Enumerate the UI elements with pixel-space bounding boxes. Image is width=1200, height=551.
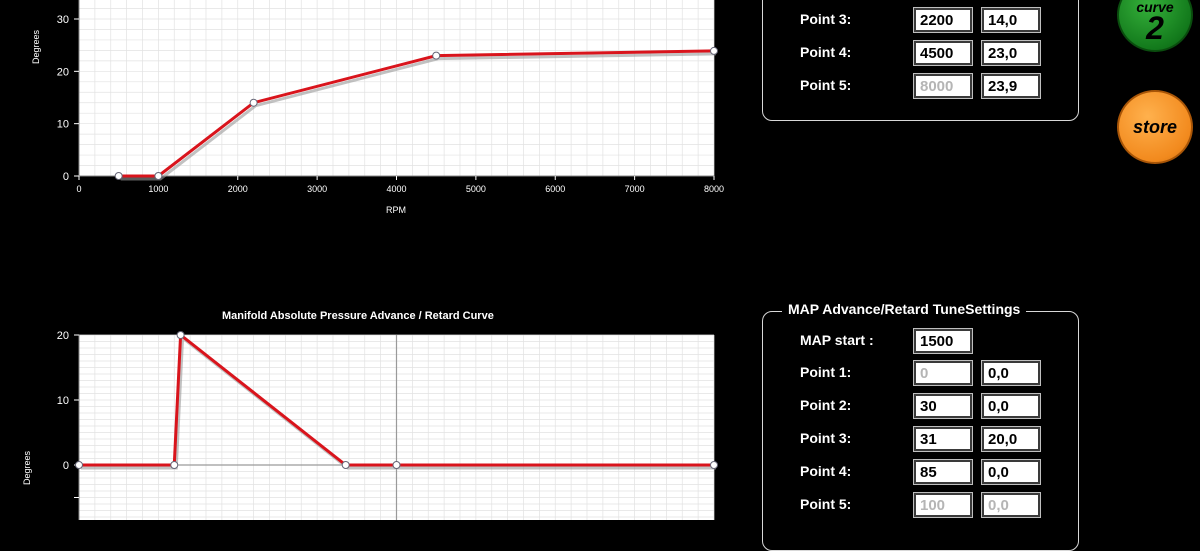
rpm-point-degrees-input[interactable]	[981, 7, 1041, 33]
map-point-degrees-input[interactable]	[981, 459, 1041, 485]
map-advance-chart: 20 10 0 Degrees	[0, 300, 740, 520]
store-button-label: store	[1132, 116, 1177, 137]
rpm-data-point	[710, 46, 718, 55]
map-point-position-input[interactable]	[913, 360, 973, 386]
rpm-x-tick-label: 1000	[148, 184, 168, 194]
map-point-degrees-input[interactable]	[981, 360, 1041, 386]
rpm-data-point	[249, 98, 258, 107]
map-data-point	[176, 331, 185, 339]
rpm-point-label: Point 4:	[800, 44, 852, 60]
map-point-degrees-input[interactable]	[981, 393, 1041, 419]
rpm-data-point	[114, 172, 123, 180]
rpm-point-position-input[interactable]	[913, 7, 973, 33]
map-point-position-input[interactable]	[913, 492, 973, 518]
map-y-axis-label: Degrees	[22, 450, 32, 485]
map-point-position-input[interactable]	[913, 426, 973, 452]
rpm-point-label: Point 3:	[800, 11, 852, 27]
rpm-data-point	[154, 172, 163, 180]
map-point-label: Point 1:	[800, 364, 852, 380]
rpm-x-tick-label: 4000	[386, 184, 406, 194]
map-point-label: Point 3:	[800, 430, 852, 446]
map-start-label: MAP start :	[800, 332, 874, 348]
curve-button-number: 2	[1146, 10, 1164, 46]
store-button[interactable]: store	[1117, 90, 1193, 164]
map-point-label: Point 5:	[800, 496, 852, 512]
map-point-degrees-input[interactable]	[981, 426, 1041, 452]
map-point-position-input[interactable]	[913, 393, 973, 419]
map-point-degrees-input[interactable]	[981, 492, 1041, 518]
rpm-point-degrees-input[interactable]	[981, 40, 1041, 66]
rpm-point-position-input[interactable]	[913, 40, 973, 66]
map-data-point	[710, 461, 718, 469]
rpm-x-axis-label: RPM	[386, 205, 406, 215]
map-data-point	[170, 461, 179, 469]
rpm-x-tick-label: 5000	[466, 184, 486, 194]
rpm-data-point	[432, 51, 441, 60]
map-y-tick-label: 0	[63, 460, 69, 472]
curve-button-label: curve	[1136, 0, 1174, 15]
rpm-x-tick-label: 3000	[307, 184, 327, 194]
rpm-y-axis-label: Degrees	[31, 29, 41, 64]
rpm-x-tick-label: 6000	[545, 184, 565, 194]
map-data-point	[341, 461, 350, 469]
map-data-point	[75, 461, 83, 469]
map-point-position-input[interactable]	[913, 459, 973, 485]
map-chart-svg: 20 10 0 Degrees	[22, 330, 718, 520]
rpm-y-tick-label: 0	[63, 171, 69, 183]
rpm-settings-panel	[762, 0, 1079, 121]
rpm-point-degrees-input[interactable]	[981, 73, 1041, 99]
map-data-point	[392, 461, 401, 469]
rpm-y-tick-label: 10	[57, 119, 69, 131]
rpm-point-label: Point 5:	[800, 77, 852, 93]
map-curve-line	[79, 332, 714, 467]
map-y-tick-label: 20	[57, 330, 69, 342]
map-settings-legend: MAP Advance/Retard TuneSettings	[782, 301, 1027, 317]
rpm-point-position-input[interactable]	[913, 73, 973, 99]
map-start-input[interactable]	[913, 328, 973, 354]
rpm-x-tick-label: 0	[76, 184, 81, 194]
rpm-y-tick-label: 20	[57, 66, 69, 78]
map-point-label: Point 4:	[800, 463, 852, 479]
map-point-label: Point 2:	[800, 397, 852, 413]
map-y-tick-label: 10	[57, 395, 69, 407]
rpm-x-tick-label: 8000	[704, 184, 724, 194]
rpm-advance-chart: 0 1000 2000 3000 4000 5000 6000 7000 8000 0 10 20 30…	[0, 0, 740, 225]
rpm-x-tick-label: 7000	[625, 184, 645, 194]
rpm-chart-svg: 0 1000 2000 3000 4000 5000 6000 7000 8000 0 10 20 30…	[31, 0, 724, 215]
rpm-x-tick-label: 2000	[228, 184, 248, 194]
rpm-y-tick-label: 30	[57, 14, 69, 26]
map-chart-title: Manifold Absolute Pressure Advance / Ret…	[222, 310, 494, 322]
curve-select-button[interactable]: curve 2	[1117, 0, 1193, 52]
